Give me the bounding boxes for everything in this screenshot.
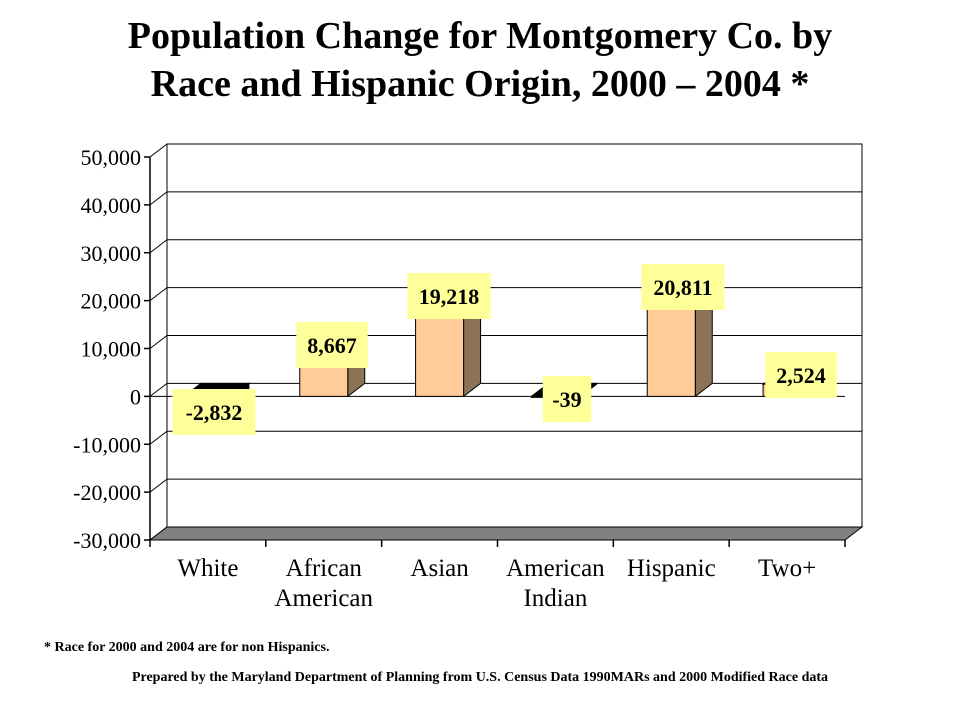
x-category-label: Indian xyxy=(523,585,587,612)
value-label-box xyxy=(407,273,491,319)
y-tick-label: 10,000 xyxy=(81,337,142,362)
x-category-label: American xyxy=(506,555,605,582)
value-label-box xyxy=(542,376,592,422)
y-tick-label: 20,000 xyxy=(81,289,142,314)
gridline-side xyxy=(149,239,168,254)
chart-title-line-1: Population Change for Montgomery Co. by xyxy=(127,15,833,57)
value-label-box xyxy=(641,264,725,310)
value-label-box xyxy=(172,389,256,435)
x-category-label: White xyxy=(177,555,238,582)
gridline-side xyxy=(149,382,168,397)
footnote: * Race for 2000 and 2004 are for non His… xyxy=(44,640,330,655)
y-tick-label: 50,000 xyxy=(81,145,142,170)
value-label: -39 xyxy=(552,387,581,412)
chart-floor xyxy=(148,526,864,541)
gridline-side xyxy=(149,191,168,206)
value-label-box xyxy=(296,322,368,368)
gridline-side xyxy=(149,335,168,349)
value-label: 2,524 xyxy=(776,363,826,388)
gridline-side xyxy=(149,143,168,158)
x-category-label: American xyxy=(274,585,373,612)
gridline-side xyxy=(149,478,168,493)
y-tick-label: 0 xyxy=(130,384,141,409)
credit-line: Prepared by the Maryland Department of P… xyxy=(131,670,829,685)
x-category-label: Asian xyxy=(410,555,469,582)
x-category-label: Two+ xyxy=(758,555,816,582)
y-tick-label: 40,000 xyxy=(81,193,142,218)
gridline-side xyxy=(149,287,168,302)
chart-title: Population Change for Montgomery Co. by … xyxy=(0,12,960,108)
y-tick-label: -30,000 xyxy=(73,528,141,553)
chart-title-line-2: Race and Hispanic Origin, 2000 – 2004 * xyxy=(150,63,810,105)
gridline-side xyxy=(149,430,168,445)
value-label: -2,832 xyxy=(186,400,243,425)
value-label: 20,811 xyxy=(653,275,712,300)
value-label-box xyxy=(765,352,837,398)
y-tick-label: -10,000 xyxy=(73,432,141,457)
y-tick-label: -20,000 xyxy=(73,480,141,505)
x-category-label: African xyxy=(286,555,363,582)
value-label: 8,667 xyxy=(307,333,357,358)
value-label: 19,218 xyxy=(419,284,480,309)
y-tick-label: 30,000 xyxy=(81,241,142,266)
x-category-label: Hispanic xyxy=(627,555,716,582)
bar xyxy=(646,296,696,397)
